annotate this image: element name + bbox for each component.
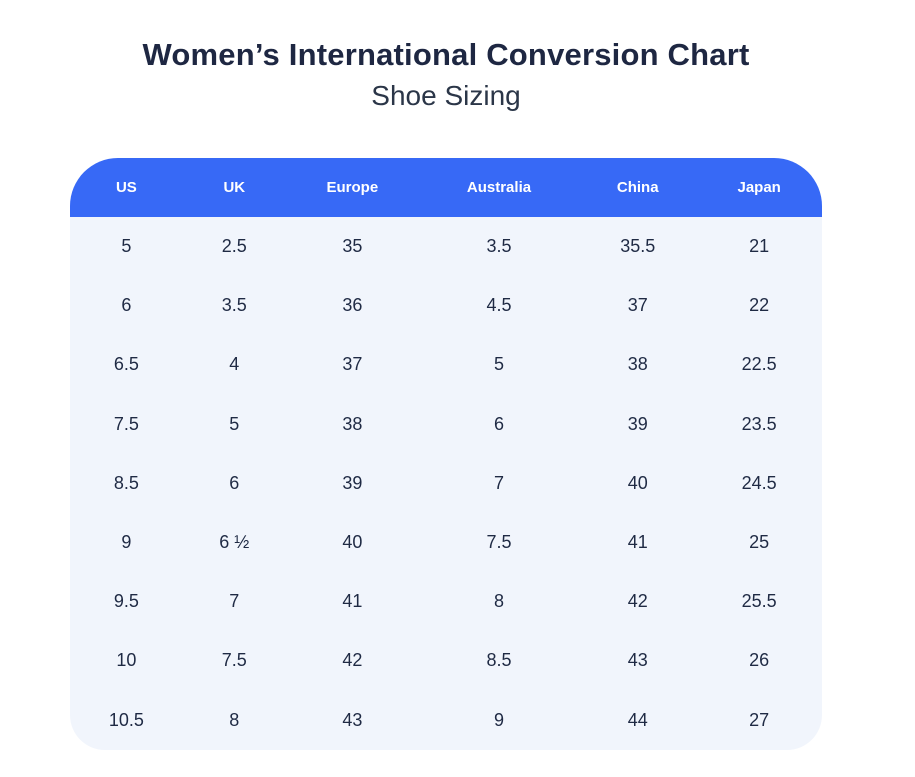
table-cell: 27: [749, 709, 770, 730]
table-cell: 6.5: [113, 354, 139, 375]
table-cell: 38: [342, 413, 363, 434]
table-row: 7.5 5 38 6 39 23.5: [70, 395, 822, 454]
column-header-us: US: [115, 179, 137, 196]
table-row: 10 7.5 42 8.5 43 26: [70, 631, 822, 690]
table-body: 5 2.5 35 3.5 35.5 21 6 3.5 36 4.5 37 22 6.5 4 37 5 38 22.…: [70, 217, 822, 750]
table-cell: 22: [749, 295, 770, 316]
table-row: 6.5 4 37 5 38 22.5: [70, 335, 822, 394]
table-header-row: US UK Europe Australia China Japan: [70, 158, 822, 217]
table-cell: 8.5: [486, 650, 512, 671]
table-cell: 5: [229, 413, 240, 434]
table-cell: 4: [229, 354, 240, 375]
table-cell: 38: [627, 354, 648, 375]
table-cell: 6: [493, 413, 504, 434]
table-cell: 6: [121, 295, 132, 316]
table-cell: 6 ½: [219, 532, 250, 553]
table-cell: 5: [121, 236, 132, 257]
table-cell: 5: [493, 354, 504, 375]
table-cell: 2.5: [221, 236, 247, 257]
table-cell: 7.5: [221, 650, 247, 671]
table-cell: 7.5: [113, 413, 139, 434]
table-cell: 9: [493, 709, 504, 730]
table-cell: 43: [627, 650, 648, 671]
table-cell: 3.5: [221, 295, 247, 316]
table-row: 6 3.5 36 4.5 37 22: [70, 276, 822, 335]
table-cell: 40: [342, 532, 363, 553]
table-cell: 26: [749, 650, 770, 671]
table-cell: 4.5: [486, 295, 512, 316]
table-cell: 23.5: [741, 413, 777, 434]
content-container: Women’s International Conversion Chart S…: [70, 34, 822, 750]
column-header-japan: Japan: [737, 179, 781, 196]
table-cell: 39: [627, 413, 648, 434]
table-row: 9 6 ½ 40 7.5 41 25: [70, 513, 822, 572]
table-cell: 35: [342, 236, 363, 257]
table-cell: 25: [749, 532, 770, 553]
table-cell: 6: [229, 472, 240, 493]
table-cell: 8.5: [113, 472, 139, 493]
table-cell: 24.5: [741, 472, 777, 493]
table-cell: 41: [627, 532, 648, 553]
table-row: 5 2.5 35 3.5 35.5 21: [70, 217, 822, 276]
table-cell: 25.5: [741, 591, 777, 612]
table-cell: 22.5: [741, 354, 777, 375]
table-cell: 42: [627, 591, 648, 612]
table-cell: 7: [229, 591, 240, 612]
table-cell: 10.5: [108, 709, 144, 730]
table-cell: 42: [342, 650, 363, 671]
table-cell: 41: [342, 591, 363, 612]
table-cell: 21: [749, 236, 770, 257]
table-cell: 40: [627, 472, 648, 493]
table-cell: 9: [121, 532, 132, 553]
page-subtitle: Shoe Sizing: [371, 80, 521, 111]
table-cell: 8: [493, 591, 504, 612]
column-header-australia: Australia: [466, 179, 532, 196]
column-header-europe: Europe: [326, 179, 379, 196]
table-cell: 44: [627, 709, 648, 730]
table-cell: 8: [229, 709, 240, 730]
table-cell: 35.5: [620, 236, 656, 257]
conversion-table: US UK Europe Australia China Japan 5 2.5 35 3.5 3…: [70, 158, 822, 750]
table-cell: 3.5: [486, 236, 512, 257]
table-cell: 39: [342, 472, 363, 493]
column-header-china: China: [616, 179, 659, 196]
table-row: 9.5 7 41 8 42 25.5: [70, 572, 822, 631]
table-cell: 36: [342, 295, 363, 316]
table-row: 8.5 6 39 7 40 24.5: [70, 454, 822, 513]
table-cell: 7.5: [486, 532, 512, 553]
table-cell: 9.5: [113, 591, 139, 612]
column-header-uk: UK: [223, 179, 246, 196]
table-cell: 37: [627, 295, 648, 316]
table-cell: 7: [493, 472, 504, 493]
table-row: 10.5 8 43 9 44 27: [70, 691, 822, 750]
table-cell: 43: [342, 709, 363, 730]
table-cell: 37: [342, 354, 363, 375]
table-cell: 10: [116, 650, 137, 671]
page-title: Women’s International Conversion Chart: [142, 37, 750, 72]
